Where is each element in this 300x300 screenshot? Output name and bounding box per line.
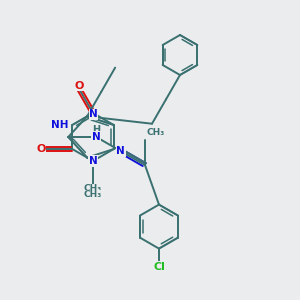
Text: Cl: Cl <box>153 262 165 272</box>
Text: O: O <box>74 81 84 91</box>
Text: NH: NH <box>51 120 68 130</box>
Text: N: N <box>92 132 100 142</box>
Text: H: H <box>92 125 100 135</box>
Text: N: N <box>116 146 125 156</box>
Text: CH₃: CH₃ <box>147 128 165 137</box>
Text: N: N <box>88 156 98 166</box>
Text: N: N <box>89 156 98 166</box>
Text: CH₃: CH₃ <box>84 184 102 193</box>
Text: N: N <box>89 109 98 119</box>
Text: O: O <box>37 144 46 154</box>
Text: CH₃: CH₃ <box>84 190 102 199</box>
